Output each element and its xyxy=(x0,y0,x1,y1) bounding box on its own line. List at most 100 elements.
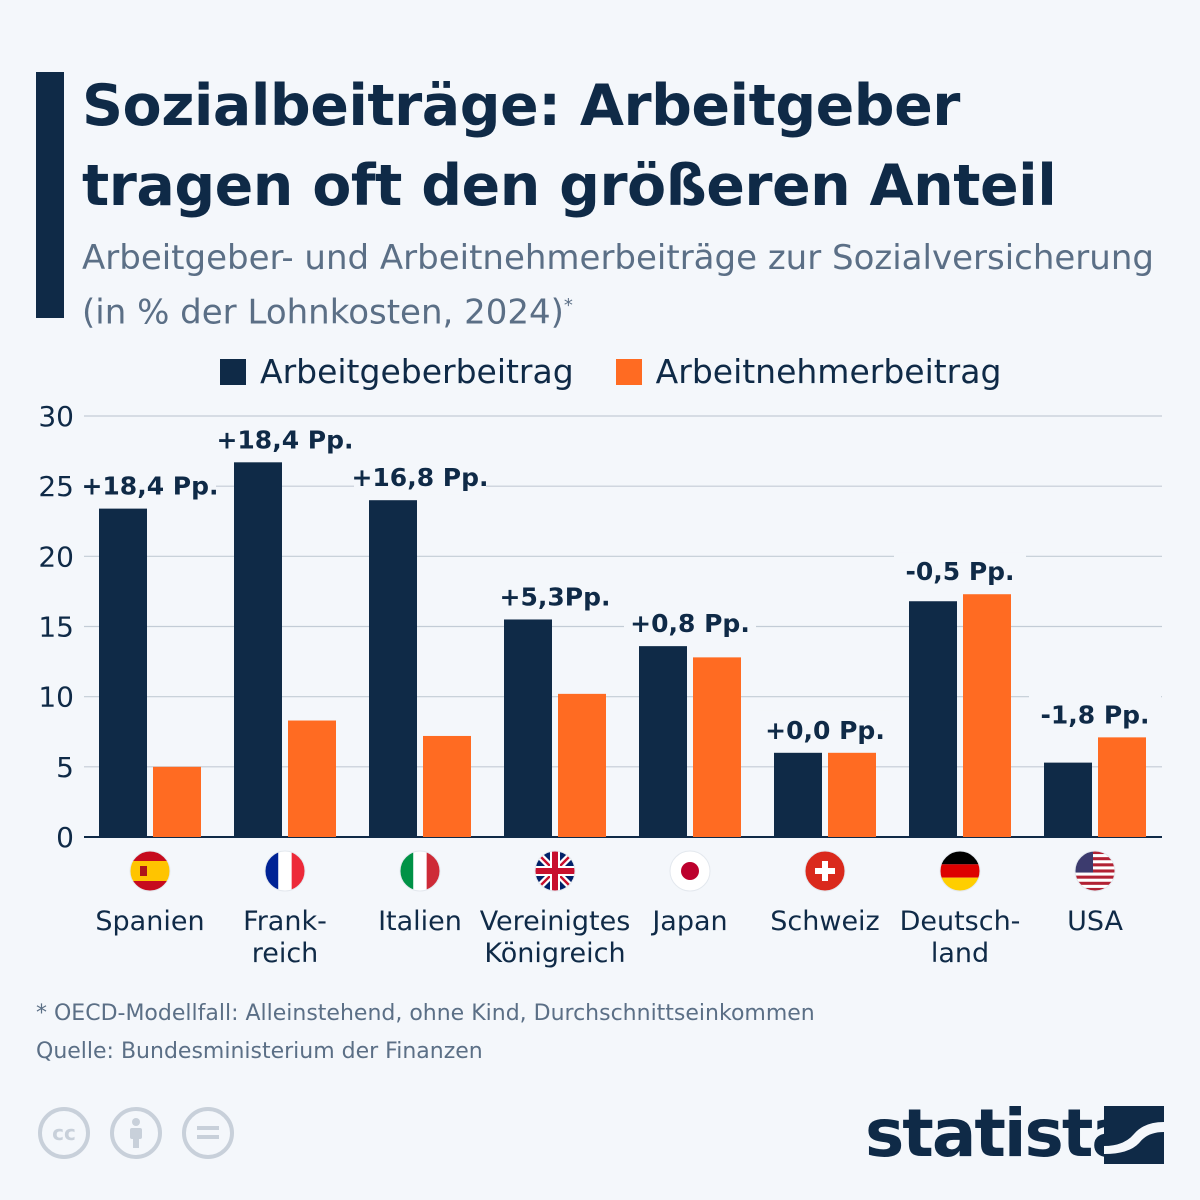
flag-part xyxy=(400,851,414,891)
category-label: USA xyxy=(1067,906,1123,937)
flag-border xyxy=(399,850,441,892)
flag-us-icon xyxy=(1074,850,1116,892)
flag-part xyxy=(1075,875,1115,879)
legend-label: Arbeitnehmerbeitrag xyxy=(655,352,1002,391)
bar-employee xyxy=(558,693,606,837)
flag-part xyxy=(265,851,279,891)
flag-part xyxy=(1075,857,1115,861)
y-tick-label: 0 xyxy=(56,821,74,854)
bar-employer xyxy=(369,500,417,837)
flag-part xyxy=(1075,854,1115,858)
bar-employee xyxy=(828,752,876,837)
statista-logo[interactable]: statista xyxy=(865,1095,1136,1172)
bar-employer xyxy=(1044,762,1092,837)
category-label: Schweiz xyxy=(770,906,879,937)
difference-label: +18,4 Pp. xyxy=(81,472,218,501)
flag-border xyxy=(129,850,171,892)
y-tick-label: 10 xyxy=(38,681,74,714)
statista-logo-mark-icon xyxy=(1104,1106,1164,1164)
bar-employer xyxy=(504,619,552,837)
flag-part xyxy=(535,868,575,874)
flag-border xyxy=(804,850,846,892)
flag-part xyxy=(1075,866,1115,870)
flag-body xyxy=(670,851,710,891)
source: Quelle: Bundesministerium der Finanzen xyxy=(36,1039,483,1064)
flag-border xyxy=(1074,850,1116,892)
annotation-bg xyxy=(354,458,486,495)
bar-employer xyxy=(909,601,957,837)
no-derivatives-icon[interactable] xyxy=(182,1107,234,1159)
bar-employer xyxy=(234,462,282,837)
difference-label: +16,8 Pp. xyxy=(351,463,488,492)
flag-part xyxy=(1075,851,1115,855)
flag-body xyxy=(1075,851,1115,891)
flag-part xyxy=(1075,884,1115,889)
chart-title: Sozialbeiträge: Arbeitgeber tragen oft d… xyxy=(82,73,1057,219)
flag-body xyxy=(130,851,170,891)
flag-body xyxy=(265,851,305,891)
flag-gb-icon xyxy=(534,850,576,892)
flag-part xyxy=(815,868,835,874)
subtitle-text: Arbeitgeber- und Arbeitnehmerbeiträge zu… xyxy=(82,238,1154,333)
flag-es-icon xyxy=(129,850,171,892)
legend-label: Arbeitgeberbeitrag xyxy=(260,352,574,391)
flag-body xyxy=(805,851,845,891)
y-tick-label: 20 xyxy=(38,540,74,573)
bar-employee xyxy=(153,766,201,837)
annotation-bg xyxy=(624,604,756,641)
annotation-bg xyxy=(489,577,621,614)
category-label: Königreich xyxy=(484,938,625,969)
legend: Arbeitgeberbeitrag Arbeitnehmerbeitrag xyxy=(220,352,1043,391)
bar-employee xyxy=(1098,737,1146,837)
flag-part xyxy=(413,851,427,891)
flag-part xyxy=(278,851,292,891)
bar-employer xyxy=(639,646,687,837)
difference-label: +5,3Pp. xyxy=(500,582,611,611)
y-tick-label: 5 xyxy=(56,751,74,784)
flag-fr-icon xyxy=(264,850,306,892)
flag-part xyxy=(291,851,305,891)
flag-body xyxy=(940,851,980,891)
bar-employee xyxy=(423,735,471,837)
flag-part xyxy=(940,851,980,865)
flag-de-icon xyxy=(939,850,981,892)
category-label: Japan xyxy=(650,906,727,937)
legend-swatch xyxy=(220,358,246,385)
flag-part xyxy=(1075,887,1115,891)
chart-subtitle: Arbeitgeber- und Arbeitnehmerbeiträge zu… xyxy=(82,234,1182,336)
flag-part xyxy=(426,851,440,891)
annotation-bg xyxy=(894,552,1026,589)
flag-border xyxy=(669,850,711,892)
legend-item-employee: Arbeitnehmerbeitrag xyxy=(615,352,1002,391)
flag-part xyxy=(1075,872,1115,876)
category-label: reich xyxy=(252,938,319,969)
footnote-mark: * xyxy=(563,295,573,316)
category-label: Italien xyxy=(378,906,462,937)
flag-part xyxy=(1075,878,1115,883)
y-tick-label: 30 xyxy=(38,400,74,433)
title-accent-bar xyxy=(36,72,64,318)
y-tick-label: 15 xyxy=(38,611,74,644)
attribution-icon[interactable] xyxy=(110,1107,162,1159)
legend-swatch xyxy=(615,358,642,385)
bar-employee xyxy=(963,594,1011,837)
cc-icon[interactable]: cc xyxy=(38,1107,90,1159)
difference-label: +18,4 Pp. xyxy=(216,425,353,454)
flag-part xyxy=(140,866,147,876)
flag-border xyxy=(534,850,576,892)
annotation-bg xyxy=(759,710,891,747)
flag-part xyxy=(1075,869,1115,873)
difference-label: -0,5 Pp. xyxy=(905,557,1014,586)
y-tick-label: 25 xyxy=(38,470,74,503)
category-label: Frank- xyxy=(243,906,327,937)
bar-employee xyxy=(288,720,336,837)
annotation-bg xyxy=(219,420,351,457)
bar-employer xyxy=(774,752,822,837)
bar-employee xyxy=(693,657,741,837)
category-label: Deutsch- xyxy=(900,906,1021,937)
annotation-bg xyxy=(1029,695,1161,732)
flag-border xyxy=(264,850,306,892)
flag-border xyxy=(939,850,981,892)
category-label: Spanien xyxy=(95,906,204,937)
